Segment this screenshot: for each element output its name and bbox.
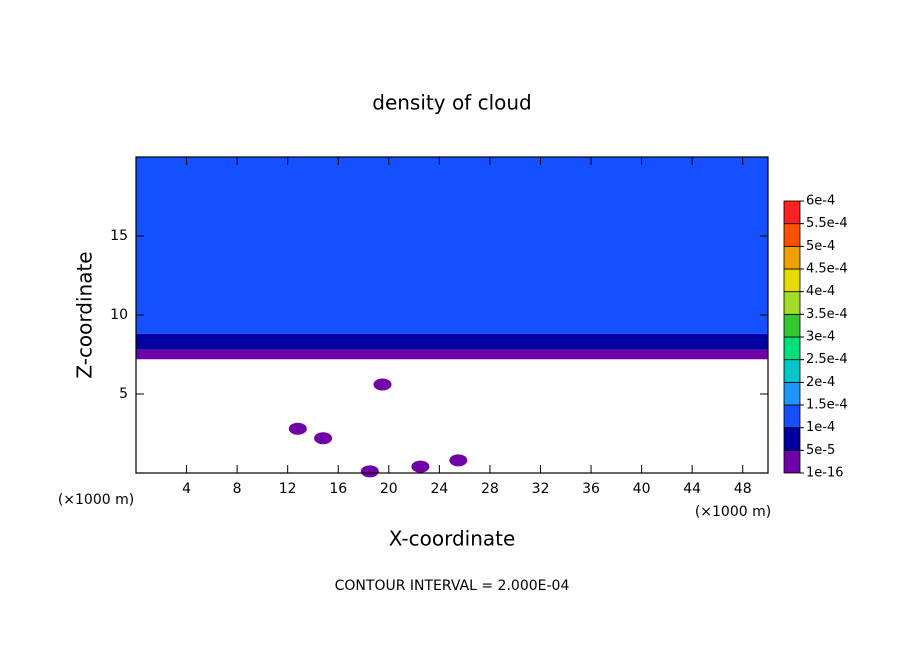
colorbar-swatch [783,268,801,293]
contour-band [136,359,768,473]
colorbar-swatch [783,404,801,429]
x-tick-label: 20 [380,481,398,497]
colorbar-swatch [783,427,801,451]
cloud-patch [314,432,333,445]
colorbar-swatch [783,313,801,338]
y-unit-label: (×1000 m) [58,492,134,508]
colorbar-label: 5e-4 [806,239,835,254]
colorbar-label: 5.5e-4 [806,216,848,231]
x-axis-label: X-coordinate [389,527,516,551]
colorbar-label: 5e-5 [806,443,835,458]
colorbar-label: 3.5e-4 [806,307,848,322]
x-tick-label: 28 [481,481,499,497]
colorbar-swatch [783,359,801,383]
cloud-patch [360,465,379,478]
colorbar-label: 1e-16 [806,466,844,481]
colorbar-label: 2.5e-4 [806,352,848,367]
footnote: CONTOUR INTERVAL = 2.000E-04 [335,578,570,594]
x-tick-label: 44 [683,481,701,497]
x-tick-label: 16 [329,481,347,497]
cloud-patch [449,454,468,467]
colorbar-label: 2e-4 [806,375,835,390]
chart-title: density of cloud [372,91,531,115]
colorbar-label: 6e-4 [806,194,835,209]
x-tick-label: 36 [582,481,600,497]
x-unit-label: (×1000 m) [695,504,771,520]
cloud-patch [373,378,392,391]
cloud-patch [288,422,307,435]
colorbar-swatch [783,381,801,406]
colorbar-label: 4e-4 [806,284,835,299]
x-tick-label: 4 [182,481,191,497]
y-tick-label: 10 [110,307,128,323]
y-axis-label: Z-coordinate [73,251,97,378]
x-tick-label: 40 [633,481,651,497]
colorbar-label: 1e-4 [806,420,835,435]
y-tick-label: 5 [119,386,128,402]
colorbar-swatch [783,449,801,474]
x-tick-label: 8 [233,481,242,497]
x-tick-label: 12 [279,481,297,497]
colorbar-swatch [783,291,801,315]
x-tick-label: 24 [430,481,448,497]
x-tick-label: 48 [734,481,752,497]
colorbar-swatch [783,336,801,361]
colorbar-swatch [783,200,801,225]
colorbar-label: 1.5e-4 [806,398,848,413]
y-tick-label: 15 [110,228,128,244]
contour-band [136,333,768,350]
contour-band [136,349,768,360]
colorbar-swatch [783,245,801,270]
x-tick-label: 32 [532,481,550,497]
colorbar-label: 4.5e-4 [806,262,848,277]
colorbar-swatch [783,223,801,247]
colorbar-label: 3e-4 [806,330,835,345]
contour-band [136,157,768,334]
cloud-patch [411,460,430,473]
